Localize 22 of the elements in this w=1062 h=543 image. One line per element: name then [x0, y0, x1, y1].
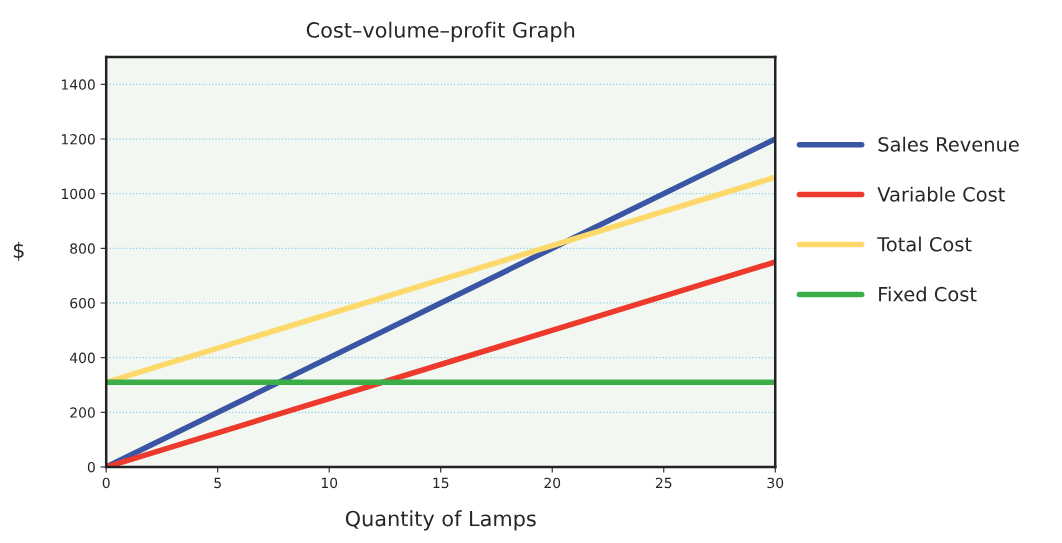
y-tick-label: 1000 [61, 188, 95, 200]
y-tick-label: 800 [70, 243, 95, 254]
chart-title: Cost–volume–profit Graph [306, 21, 575, 42]
y-tick-label: 1200 [61, 133, 95, 145]
y-tick-label: 400 [69, 352, 95, 364]
x-tick-label: 10 [321, 477, 338, 489]
legend-label: Variable Cost [877, 186, 1005, 202]
y-tick-label: 1400 [61, 79, 95, 90]
x-tick-label: 15 [433, 477, 449, 489]
legend-label: Fixed Cost [879, 286, 977, 302]
y-tick-label: 0 [87, 461, 95, 473]
x-axis-title: Quantity of Lamps [345, 510, 536, 531]
y-axis-title: $ [13, 241, 24, 261]
x-tick-label: 5 [214, 477, 221, 489]
x-tick-label: 20 [544, 477, 561, 489]
legend-label: Total Cost [877, 236, 972, 252]
x-tick-label: 0 [102, 477, 110, 489]
legend-label: Sales Revenue [878, 136, 1019, 152]
y-tick-label: 600 [70, 297, 95, 309]
y-tick-label: 200 [70, 407, 95, 418]
x-tick-label: 30 [767, 477, 784, 489]
x-tick-label: 25 [655, 477, 672, 489]
